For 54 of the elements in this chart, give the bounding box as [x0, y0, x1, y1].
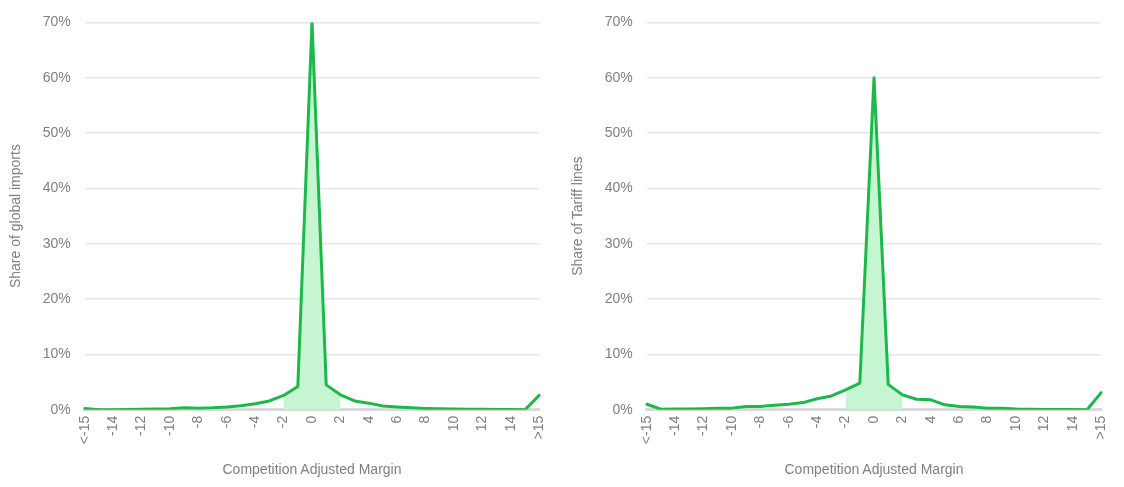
x-tick-label: 10 — [1006, 415, 1023, 432]
x-tick-label: -10 — [722, 415, 739, 437]
y-tick-label: 0% — [50, 400, 71, 417]
y-tick-label: 0% — [612, 400, 633, 417]
x-tick-label: -10 — [160, 415, 177, 437]
x-tick-label: <-15 — [637, 415, 654, 445]
x-tick-label: 0 — [302, 415, 319, 424]
x-tick-label: 14 — [501, 415, 518, 432]
x-tick-label: -8 — [751, 415, 768, 429]
y-tick-label: 50% — [604, 123, 633, 140]
x-axis-title: Competition Adjusted Margin — [784, 461, 964, 478]
y-tick-label: 50% — [42, 123, 71, 140]
x-tick-label: 14 — [1063, 415, 1080, 432]
x-tick-label: -6 — [217, 415, 234, 429]
y-tick-label: 10% — [604, 345, 633, 362]
x-tick-label: 4 — [359, 415, 376, 424]
y-tick-label: 60% — [42, 68, 71, 85]
x-tick-label: 2 — [893, 415, 910, 424]
x-tick-label: 6 — [388, 415, 405, 424]
x-tick-label: -14 — [104, 415, 121, 437]
x-tick-label: <-15 — [75, 415, 92, 445]
x-tick-label: 8 — [416, 415, 433, 424]
x-tick-label: 8 — [978, 415, 995, 424]
y-tick-label: 60% — [604, 68, 633, 85]
x-tick-label: -2 — [836, 415, 853, 429]
y-tick-label: 30% — [604, 234, 633, 251]
x-tick-label: 12 — [473, 415, 490, 432]
y-tick-label: 70% — [42, 13, 71, 30]
x-tick-label: 0 — [864, 415, 881, 424]
x-tick-label: -14 — [666, 415, 683, 437]
y-tick-label: 40% — [604, 179, 633, 196]
y-tick-label: 20% — [604, 289, 633, 306]
y-tick-label: 40% — [42, 179, 71, 196]
x-axis-title: Competition Adjusted Margin — [222, 461, 402, 478]
y-tick-label: 20% — [42, 289, 71, 306]
x-tick-label: >15 — [530, 415, 547, 440]
x-tick-label: 2 — [331, 415, 348, 424]
y-tick-label: 70% — [604, 13, 633, 30]
x-tick-label: 12 — [1035, 415, 1052, 432]
x-tick-label: >15 — [1092, 415, 1109, 440]
x-tick-label: -4 — [808, 415, 825, 429]
x-tick-label: -8 — [189, 415, 206, 429]
x-tick-label: 6 — [950, 415, 967, 424]
x-tick-label: -12 — [132, 415, 149, 437]
y-axis-title: Share of Tariff lines — [569, 156, 586, 276]
y-axis-title: Share of global imports — [7, 144, 24, 289]
x-tick-label: -4 — [246, 415, 263, 429]
x-tick-label: -6 — [779, 415, 796, 429]
y-tick-label: 10% — [42, 345, 71, 362]
x-tick-label: 10 — [444, 415, 461, 432]
x-tick-label: 4 — [921, 415, 938, 424]
x-tick-label: -2 — [274, 415, 291, 429]
y-tick-label: 30% — [42, 234, 71, 251]
x-tick-label: -12 — [694, 415, 711, 437]
